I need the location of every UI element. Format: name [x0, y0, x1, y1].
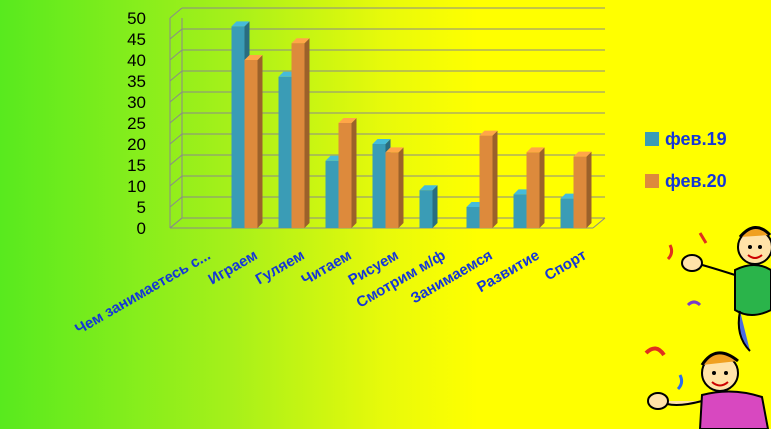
bar-series-2 — [291, 38, 310, 229]
bar-front-face — [231, 26, 245, 229]
legend-swatch-series-1 — [645, 132, 659, 146]
bar-top-face — [231, 21, 250, 27]
gridline-depth — [169, 91, 183, 103]
gridline-depth — [169, 70, 183, 82]
x-category-label: Играем — [205, 247, 260, 289]
bar-front-face — [325, 160, 339, 228]
bar-top-face — [479, 130, 498, 136]
bar-front-face — [372, 144, 386, 228]
bar-side-face — [539, 147, 545, 228]
gridline-depth — [169, 112, 183, 124]
y-tick-label: 35 — [127, 72, 146, 91]
bar-series-1 — [419, 185, 438, 228]
bar-series-2 — [385, 147, 404, 228]
x-category-label: Читаем — [299, 247, 355, 289]
bar-series-2 — [479, 130, 498, 228]
gridline-depth — [169, 28, 183, 40]
gridline-depth — [169, 217, 183, 229]
bar-side-face — [586, 151, 592, 228]
y-tick-label: 25 — [127, 114, 146, 133]
y-tick-label: 50 — [127, 9, 146, 28]
legend-item-series-1: фев.19 — [645, 128, 727, 150]
x-category-label: Гуляем — [253, 247, 308, 289]
legend-label-series-1: фев.19 — [665, 128, 727, 149]
bar-top-face — [385, 147, 404, 153]
bar-top-face — [338, 118, 357, 123]
bar-front-face — [466, 207, 480, 228]
legend: фев.19 фев.20 — [645, 128, 727, 212]
dancing-kids-clipart-icon — [644, 226, 771, 429]
bar-top-face — [526, 147, 545, 153]
bar-top-face — [573, 151, 592, 157]
bar-top-face — [291, 38, 310, 44]
bar-side-face — [304, 38, 310, 229]
gridline-depth — [169, 175, 183, 187]
y-tick-label: 20 — [127, 135, 146, 154]
legend-item-series-2: фев.20 — [645, 170, 727, 192]
bar-layer — [231, 21, 592, 229]
gridline-depth — [169, 7, 183, 19]
bar-side-face — [351, 118, 357, 228]
bar-side-face — [257, 55, 263, 228]
bar-front-face — [513, 194, 527, 228]
bar-series-2 — [244, 55, 263, 228]
bar-front-face — [573, 156, 587, 228]
bar-side-face — [398, 147, 404, 228]
x-category-label: Спорт — [542, 247, 590, 284]
y-tick-label: 0 — [137, 219, 146, 238]
y-tick-label: 45 — [127, 30, 146, 49]
x-category-label: Чем занимаетесь с... — [72, 247, 213, 338]
bar-front-face — [338, 123, 352, 228]
bar-front-face — [385, 152, 399, 228]
bar-top-face — [372, 139, 391, 144]
bar-series-2 — [573, 151, 592, 228]
legend-swatch-series-2 — [645, 174, 659, 188]
y-tick-label: 40 — [127, 51, 146, 70]
bar-side-face — [492, 130, 498, 228]
bar-front-face — [291, 43, 305, 229]
y-tick-label: 10 — [127, 177, 146, 196]
gridline-depth — [169, 154, 183, 166]
bar-front-face — [244, 60, 258, 228]
bar-front-face — [560, 198, 574, 228]
y-axis-ticks: 0 5 10 15 20 25 30 35 40 45 50 — [127, 9, 146, 238]
y-tick-label: 5 — [137, 198, 146, 217]
bar-side-face — [432, 185, 438, 228]
bar-top-face — [419, 185, 438, 191]
gridline-depth — [169, 196, 183, 208]
gridline-depth — [169, 133, 183, 145]
bar-series-2 — [338, 118, 357, 228]
legend-label-series-2: фев.20 — [665, 170, 727, 191]
bar-series-2 — [526, 147, 545, 228]
bar-front-face — [526, 152, 540, 228]
y-tick-label: 15 — [127, 156, 146, 175]
x-axis-category-labels: Чем занимаетесь с...ИграемГуляемЧитаемРи… — [72, 247, 589, 338]
bar-front-face — [479, 135, 493, 228]
floor-right-edge — [592, 217, 606, 229]
y-tick-label: 30 — [127, 93, 146, 112]
bar-front-face — [278, 76, 292, 228]
bar-front-face — [419, 190, 433, 228]
bar-top-face — [244, 55, 263, 60]
gridline-depth — [169, 49, 183, 61]
